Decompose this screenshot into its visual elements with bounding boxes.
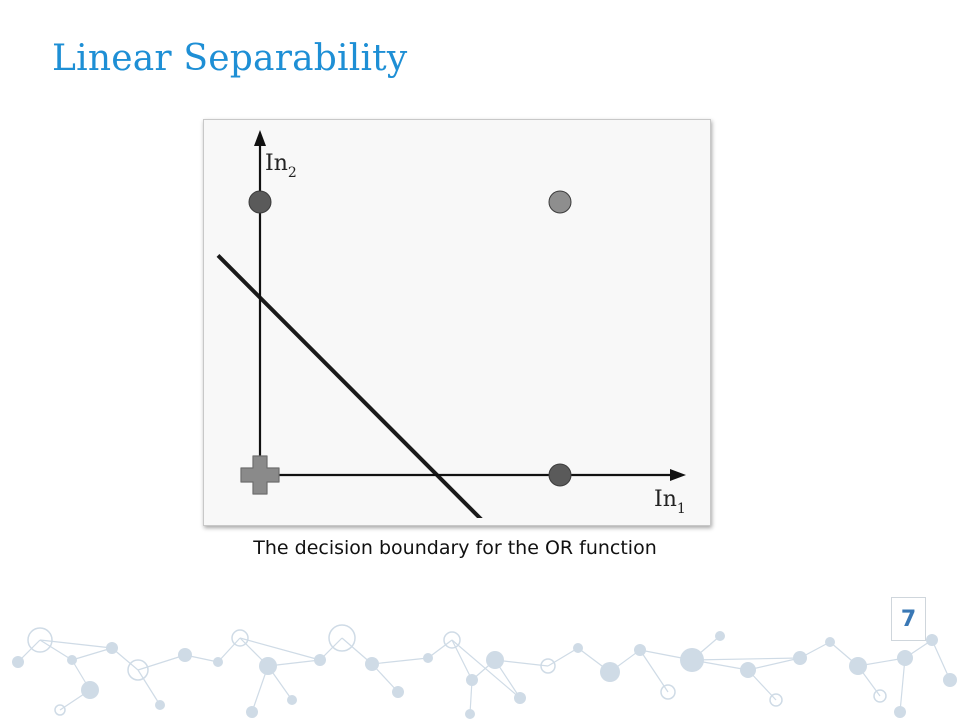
network-node: [465, 709, 475, 719]
network-node: [943, 673, 957, 687]
data-point-plus: [240, 455, 280, 495]
network-node: [443, 631, 461, 649]
network-node: [769, 693, 783, 707]
network-node: [793, 651, 807, 665]
network-edge: [39, 639, 73, 661]
network-node: [392, 686, 404, 698]
network-edge: [747, 657, 801, 671]
network-node: [178, 648, 192, 662]
network-node: [287, 695, 297, 705]
network-node: [246, 706, 258, 718]
network-node: [740, 662, 756, 678]
network-node: [926, 634, 938, 646]
network-node: [213, 657, 223, 667]
network-node: [106, 642, 118, 654]
network-node: [894, 706, 906, 718]
network-node: [314, 654, 326, 666]
network-edge: [931, 639, 951, 681]
network-node: [680, 648, 704, 672]
network-node: [660, 684, 676, 700]
network-node: [849, 657, 867, 675]
network-node: [715, 631, 725, 641]
network-edge: [137, 669, 161, 706]
network-node: [634, 644, 646, 656]
network-node: [231, 629, 249, 647]
network-node: [365, 657, 379, 671]
network-node: [127, 659, 149, 681]
network-node: [155, 700, 165, 710]
network-node: [540, 658, 556, 674]
x-axis-arrowhead: [670, 469, 686, 481]
network-node: [81, 681, 99, 699]
network-edge: [451, 639, 473, 681]
network-node: [423, 653, 433, 663]
network-node: [27, 627, 53, 653]
slide-title: Linear Separability: [52, 38, 408, 79]
or-function-figure: In2 In1: [203, 119, 711, 526]
network-node: [486, 651, 504, 669]
data-point-circle: [248, 190, 272, 214]
network-node: [466, 674, 478, 686]
network-edge: [899, 657, 906, 713]
network-edge: [239, 637, 321, 661]
network-edge: [217, 637, 241, 663]
page-number: 7: [891, 597, 926, 641]
network-node: [573, 643, 583, 653]
network-node: [67, 655, 77, 665]
network-node: [12, 656, 24, 668]
decision-boundary-plot: In2 In1: [216, 130, 686, 518]
network-node: [54, 704, 66, 716]
network-edge: [71, 647, 113, 661]
network-node: [825, 637, 835, 647]
network-edge: [639, 649, 669, 693]
network-node: [897, 650, 913, 666]
network-node: [328, 624, 356, 652]
network-edge: [451, 639, 521, 699]
data-point-circle: [548, 463, 572, 487]
network-node: [600, 662, 620, 682]
network-background-decoration: [12, 624, 957, 719]
x-axis-label: In1: [654, 487, 686, 517]
y-axis-label: In2: [265, 151, 297, 181]
network-edge: [691, 657, 801, 661]
network-edge: [547, 647, 579, 667]
y-axis-arrowhead: [254, 130, 266, 146]
network-node: [514, 692, 526, 704]
network-edge: [371, 657, 429, 665]
network-node: [873, 689, 887, 703]
figure-caption: The decision boundary for the OR functio…: [253, 537, 657, 559]
data-point-circle: [548, 190, 572, 214]
network-node: [259, 657, 277, 675]
network-edge: [137, 654, 186, 671]
